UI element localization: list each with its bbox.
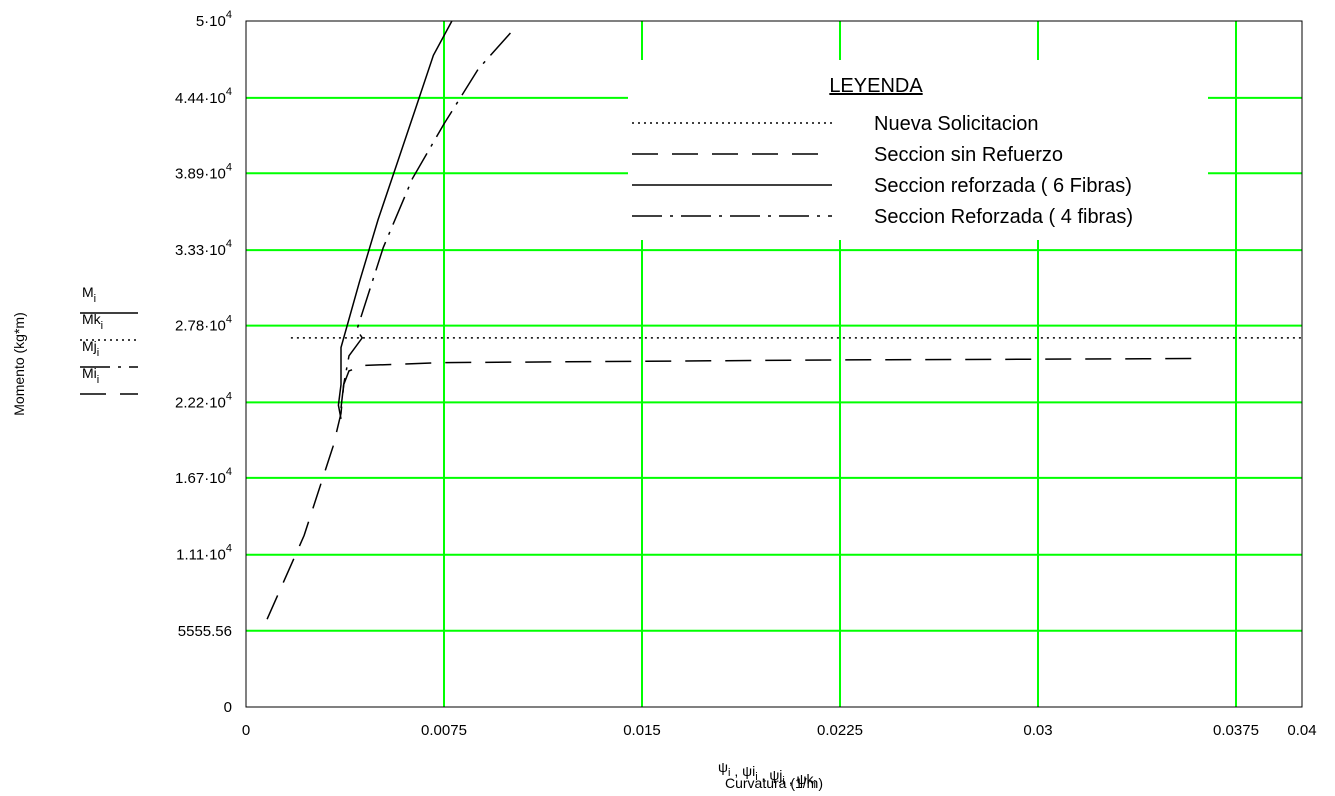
x-tick-labels: 0 0.0075 0.015 0.0225 0.03 0.0375 0.04 — [242, 722, 1317, 739]
y-tick-label: 0 — [224, 699, 232, 716]
series-variable-label: Mi — [82, 284, 96, 305]
legend: LEYENDA Nueva Solicitacion Seccion sin Re… — [628, 60, 1208, 240]
y-tick-labels: 0 5555.56 1.11·104 1.67·104 2.22·104 2.78·104… — [175, 9, 232, 716]
y-tick-label: 3.89·104 — [175, 161, 232, 182]
x-tick-label: 0.015 — [623, 722, 661, 739]
y-tick-label: 5555.56 — [178, 623, 232, 640]
y-tick-label: 4.44·104 — [175, 86, 232, 107]
y-tick-label: 2.22·104 — [175, 390, 232, 411]
series-variable-labels: Mi Mki Mji Mii — [80, 284, 138, 395]
legend-entry-label: Nueva Solicitacion — [874, 113, 1039, 135]
series-line — [340, 30, 514, 408]
x-tick-label: 0.0375 — [1213, 722, 1259, 739]
legend-entry-label: Seccion sin Refuerzo — [874, 144, 1063, 166]
x-tick-label: 0.03 — [1023, 722, 1052, 739]
x-tick-label: 0.0225 — [817, 722, 863, 739]
y-axis-label: Momento (kg*m) — [11, 312, 27, 415]
series-line — [266, 357, 1205, 620]
plot-frame — [245, 20, 1303, 708]
y-tick-label: 2.78·104 — [175, 314, 232, 335]
legend-title: LEYENDA — [829, 75, 923, 97]
series-line — [337, 20, 453, 420]
y-tick-label: 3.33·104 — [175, 238, 232, 259]
x-axis-label: Curvatura (1/m) — [725, 775, 823, 791]
legend-background — [628, 60, 1208, 240]
x-tick-label: 0 — [242, 722, 250, 739]
x-tick-label: 0.04 — [1287, 722, 1316, 739]
legend-entry-label: Seccion reforzada ( 6 Fibras) — [874, 175, 1132, 197]
x-tick-label: 0.0075 — [421, 722, 467, 739]
y-tick-label: 1.11·104 — [176, 543, 232, 564]
series-lines — [266, 20, 1302, 620]
series-variable-label: Mji — [82, 338, 99, 359]
y-tick-label: 5·104 — [196, 9, 232, 30]
series-variable-label: Mii — [82, 365, 99, 386]
series-variable-label: Mki — [82, 311, 103, 332]
y-tick-label: 1.67·104 — [175, 466, 232, 487]
legend-entry-label: Seccion Reforzada ( 4 fibras) — [874, 206, 1133, 228]
